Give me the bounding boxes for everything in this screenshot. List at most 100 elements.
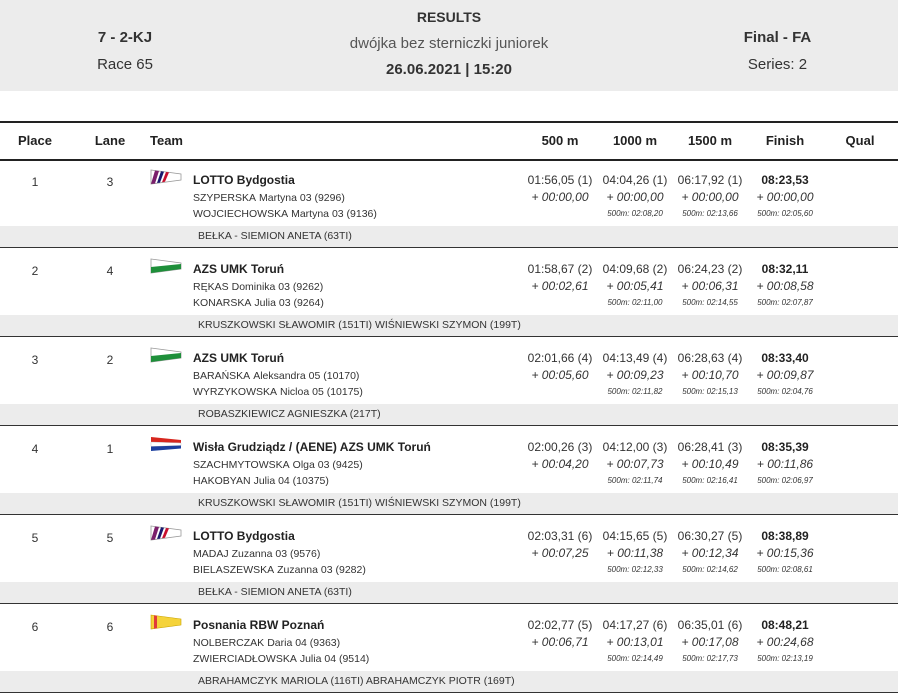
table-row: 6 6 Posnania RBW Poznań NOLBERCZAK Daria … (0, 604, 898, 693)
finish-pace: 500m: 02:13,19 (757, 654, 813, 663)
race-header: 7 - 2-KJ Race 65 RESULTS dwójka bez ster… (0, 0, 898, 91)
finish-diff: + 00:11,86 (756, 457, 814, 471)
crew-surname: ZWIERCIADŁOWSKA (193, 653, 297, 665)
crew-surname: SZYPERSKA (193, 192, 257, 204)
crew-surname: KONARSKA (193, 297, 252, 309)
race-datetime: 26.06.2021 | 15:20 (386, 61, 512, 78)
s1500-time: 06:28,41 (3) (677, 440, 743, 454)
final-label: Final - FA (743, 29, 812, 46)
lane-cell: 4 (106, 264, 114, 278)
col-500m: 500 m (541, 133, 579, 148)
crew-surname: BIELASZEWSKA (193, 564, 275, 576)
crew-member: NOLBERCZAK Daria 04 (9363) (193, 637, 340, 649)
s500-time: 02:01,66 (4) (527, 351, 593, 365)
s1500-pace: 500m: 02:14,62 (682, 565, 738, 574)
team-name: AZS UMK Toruń (193, 351, 285, 365)
table-row: 3 2 AZS UMK Toruń BARAŃSKA Aleksandra 05 … (0, 337, 898, 426)
crew-surname: HAKOBYAN (193, 475, 251, 487)
crew-name: Julia 03 (9264) (254, 297, 324, 309)
crew-surname: RĘKAS (193, 281, 229, 293)
coach-names: BEŁKA - SIEMION ANETA (63TI) (198, 586, 352, 598)
s500-diff: + 00:00,00 (531, 190, 589, 204)
lotto-flag-icon (150, 169, 184, 185)
crew-member: RĘKAS Dominika 03 (9262) (193, 281, 323, 293)
crew-name: Martyna 03 (9296) (259, 192, 345, 204)
s1500-diff: + 00:10,49 (681, 457, 739, 471)
s1500-time: 06:28,63 (4) (677, 351, 743, 365)
col-qual: Qual (845, 133, 875, 148)
s1000-diff: + 00:05,41 (606, 279, 664, 293)
s1500-diff: + 00:00,00 (681, 190, 739, 204)
azs-flag-icon (150, 347, 184, 363)
s1000-pace: 500m: 02:11,00 (607, 298, 663, 307)
col-1500m: 1500 m (687, 133, 733, 148)
wisla-flag-icon (150, 436, 184, 452)
coach-names: ABRAHAMCZYK MARIOLA (116TI) ABRAHAMCZYK … (198, 675, 515, 687)
finish-diff: + 00:15,36 (756, 546, 814, 560)
finish-time: 08:32,11 (761, 262, 809, 276)
s500-time: 01:58,67 (2) (527, 262, 593, 276)
col-finish: Finish (765, 133, 805, 148)
place-cell: 4 (31, 442, 39, 456)
s1000-diff: + 00:13,01 (606, 635, 664, 649)
crew-name: Zuzanna 03 (9282) (277, 564, 366, 576)
crew-member: SZYPERSKA Martyna 03 (9296) (193, 192, 345, 204)
s1500-time: 06:35,01 (6) (677, 618, 743, 632)
finish-time: 08:48,21 (761, 618, 809, 632)
s1000-time: 04:15,65 (5) (602, 529, 668, 543)
page-title: RESULTS (416, 9, 482, 25)
finish-diff: + 00:09,87 (756, 368, 814, 382)
s500-diff: + 00:02,61 (531, 279, 589, 293)
coach-bar: BEŁKA - SIEMION ANETA (63TI) (0, 226, 898, 247)
lane-cell: 5 (106, 531, 114, 545)
coach-names: ROBASZKIEWICZ AGNIESZKA (217T) (198, 408, 381, 420)
finish-time: 08:35,39 (761, 440, 809, 454)
s1500-diff: + 00:10,70 (681, 368, 739, 382)
team-name: LOTTO Bydgostia (193, 529, 295, 543)
s1000-diff: + 00:00,00 (606, 190, 664, 204)
team-name: LOTTO Bydgostia (193, 173, 295, 187)
azs-flag-icon (150, 258, 184, 274)
coach-names: KRUSZKOWSKI SŁAWOMIR (151TI) WIŚNIEWSKI … (198, 497, 521, 509)
table-row: 5 5 LOTTO Bydgostia MADAJ Zuzanna 03 (957… (0, 515, 898, 604)
s1500-pace: 500m: 02:17,73 (682, 654, 738, 663)
s1500-diff: + 00:06,31 (681, 279, 739, 293)
event-code: 7 - 2-KJ (97, 29, 153, 46)
s1500-time: 06:17,92 (1) (677, 173, 743, 187)
s1000-diff: + 00:11,38 (606, 546, 664, 560)
team-name: Posnania RBW Poznań (193, 618, 325, 632)
s500-time: 02:00,26 (3) (527, 440, 593, 454)
s1000-time: 04:09,68 (2) (602, 262, 668, 276)
s1500-diff: + 00:17,08 (681, 635, 739, 649)
crew-name: Julia 04 (9514) (299, 653, 370, 665)
place-cell: 3 (31, 353, 39, 367)
s500-diff: + 00:04,20 (531, 457, 589, 471)
s1000-pace: 500m: 02:14,49 (607, 654, 663, 663)
crew-name: Olga 03 (9425) (292, 459, 363, 471)
crew-member: BARAŃSKA Aleksandra 05 (10170) (193, 370, 359, 382)
s1500-pace: 500m: 02:16,41 (682, 476, 738, 485)
table-row: 4 1 Wisła Grudziądz / (AENE) AZS UMK Tor… (0, 426, 898, 515)
results-table-header: Place Lane Team 500 m 1000 m 1500 m Fini… (0, 121, 898, 161)
s1500-pace: 500m: 02:13,66 (682, 209, 738, 218)
table-row: 2 4 AZS UMK Toruń RĘKAS Dominika 03 (9262… (0, 248, 898, 337)
crew-member: WYRZYKOWSKA Nicloa 05 (10175) (193, 386, 363, 398)
finish-diff: + 00:24,68 (756, 635, 814, 649)
s1000-time: 04:12,00 (3) (602, 440, 668, 454)
col-place: Place (18, 133, 52, 148)
s1000-time: 04:04,26 (1) (602, 173, 668, 187)
s1500-pace: 500m: 02:15,13 (682, 387, 738, 396)
crew-member: MADAJ Zuzanna 03 (9576) (193, 548, 320, 560)
crew-surname: NOLBERCZAK (193, 637, 265, 649)
s500-diff: + 00:06,71 (531, 635, 589, 649)
s1000-pace: 500m: 02:11,74 (607, 476, 663, 485)
crew-name: Martyna 03 (9136) (291, 208, 377, 220)
series-label: Series: 2 (747, 56, 808, 73)
finish-pace: 500m: 02:08,61 (757, 565, 813, 574)
place-cell: 5 (31, 531, 39, 545)
lane-cell: 6 (106, 620, 114, 634)
crew-surname: WOJCIECHOWSKA (193, 208, 289, 220)
coach-bar: ROBASZKIEWICZ AGNIESZKA (217T) (0, 404, 898, 425)
crew-name: Zuzanna 03 (9576) (231, 548, 321, 560)
lane-cell: 2 (106, 353, 114, 367)
